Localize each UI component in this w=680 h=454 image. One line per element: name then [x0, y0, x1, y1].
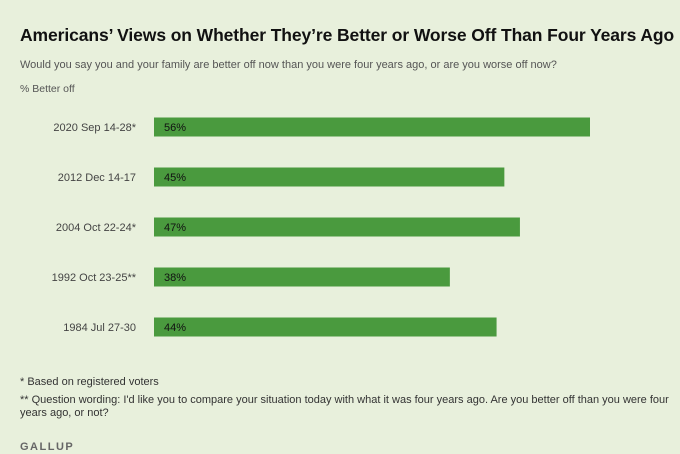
category-label: 2004 Oct 22-24*	[56, 222, 137, 234]
bar	[154, 117, 590, 137]
unit-label: % Better off	[20, 83, 75, 95]
bar-value-label: 44%	[164, 322, 186, 334]
bar	[154, 217, 520, 237]
category-label: 1992 Oct 23-25**	[52, 272, 137, 284]
bar	[154, 167, 505, 187]
bar-value-label: 45%	[164, 172, 186, 184]
chart-title: Americans’ Views on Whether They’re Bett…	[20, 25, 675, 45]
bar-chart: 2020 Sep 14-28* 56% 2012 Dec 14-17 45% 2004 …	[52, 117, 590, 337]
bar	[154, 317, 497, 337]
footnotes: * Based on registered voters ** Question…	[20, 376, 670, 425]
gallup-logo: GALLUP	[20, 441, 75, 453]
bar-value-label: 47%	[164, 222, 186, 234]
category-label: 2020 Sep 14-28*	[53, 122, 136, 134]
bar	[154, 267, 450, 287]
category-label: 2012 Dec 14-17	[58, 172, 136, 184]
chart-subtitle: Would you say you and your family are be…	[20, 59, 557, 71]
category-label: 1984 Jul 27-30	[63, 322, 136, 334]
footnote-question-wording: ** Question wording: I'd like you to com…	[20, 394, 669, 419]
bar-value-label: 56%	[164, 122, 186, 134]
footnote-registered-voters: * Based on registered voters	[20, 376, 159, 388]
bar-value-label: 38%	[164, 272, 186, 284]
